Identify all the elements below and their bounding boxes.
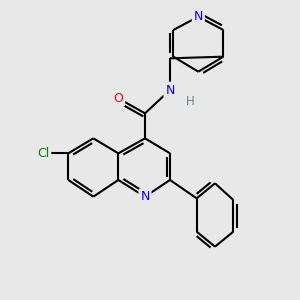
Text: Cl: Cl — [37, 147, 50, 160]
Text: H: H — [186, 95, 194, 108]
Text: O: O — [113, 92, 123, 105]
Text: N: N — [140, 190, 150, 203]
Text: N: N — [165, 83, 175, 97]
Text: N: N — [194, 10, 203, 23]
